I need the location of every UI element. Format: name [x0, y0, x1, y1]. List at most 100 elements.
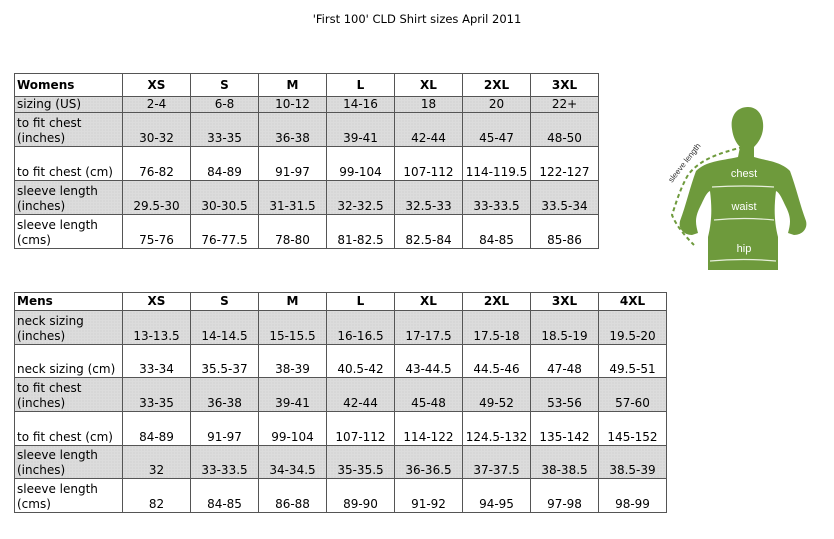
size-value: 29.5-30: [122, 180, 191, 215]
mens-size-table: Mens XS S M L XL 2XL 3XL 4XL neck sizing (inches)…: [14, 292, 667, 514]
size-value: 30-30.5: [190, 180, 259, 215]
size-value: 18.5-19: [530, 310, 599, 345]
size-header: XS: [122, 73, 191, 97]
size-value: 84-85: [190, 478, 259, 514]
header-row: Mens XS S M L XL 2XL 3XL 4XL: [14, 292, 667, 311]
size-header: 3XL: [530, 292, 599, 311]
table-row: sleeve length (inches) 29.5-30 30-30.5 31-3…: [14, 180, 599, 215]
size-header: XS: [122, 292, 191, 311]
size-value: 76-77.5: [190, 214, 259, 249]
table-row: sleeve length (cms) 75-76 76-77.5 78-80 81-8…: [14, 214, 599, 249]
size-value: 84-85: [462, 214, 531, 249]
size-header: 2XL: [462, 73, 531, 97]
size-header: M: [258, 73, 327, 97]
size-value: 45-48: [394, 377, 463, 413]
waist-label: waist: [730, 201, 756, 213]
size-header: S: [190, 292, 259, 311]
size-value: 82.5-84: [394, 214, 463, 249]
size-value: 18: [394, 96, 463, 113]
size-value: 91-97: [258, 146, 327, 181]
size-value: 122-127: [530, 146, 599, 181]
size-value: 10-12: [258, 96, 327, 113]
size-value: 75-76: [122, 214, 191, 249]
page-title: 'First 100' CLD Shirt sizes April 2011: [312, 12, 522, 26]
size-value: 35-35.5: [326, 444, 395, 480]
size-value: 38.5-39: [598, 444, 667, 480]
size-value: 42-44: [326, 377, 395, 413]
table-row: sleeve length (inches) 32 33-33.5 34-34.5 35…: [14, 444, 667, 480]
size-value: 44.5-46: [462, 343, 531, 379]
size-value: 33-34: [122, 343, 191, 379]
sleeve-length-line: [670, 146, 744, 246]
table-label-header: Mens: [14, 292, 123, 311]
row-label: to fit chest (cm): [14, 411, 123, 446]
size-value: 36-36.5: [394, 444, 463, 480]
size-value: 76-82: [122, 146, 191, 181]
table-row: to fit chest (cm) 76-82 84-89 91-97 99-104 10…: [14, 146, 599, 181]
size-value: 15-15.5: [258, 310, 327, 345]
size-value: 33.5-34: [530, 180, 599, 215]
size-value: 38-38.5: [530, 444, 599, 480]
chest-label: chest: [731, 168, 757, 180]
size-value: 114-119.5: [462, 146, 531, 181]
size-value: 81-82.5: [326, 214, 395, 249]
hip-label: hip: [737, 243, 752, 255]
size-value: 33-33.5: [462, 180, 531, 215]
size-value: 49-52: [462, 377, 531, 413]
row-label: sleeve length (inches): [14, 180, 123, 215]
womens-size-table: Womens XS S M L XL 2XL 3XL sizing (US) 2-4 6-8 10-1…: [14, 73, 599, 249]
size-value: 33-33.5: [190, 444, 259, 480]
size-header: L: [326, 292, 395, 311]
size-value: 48-50: [530, 112, 599, 147]
row-label: sizing (US): [14, 96, 123, 113]
size-value: 82: [122, 478, 191, 514]
size-value: 32.5-33: [394, 180, 463, 215]
size-value: 99-104: [326, 146, 395, 181]
row-label: to fit chest (inches): [14, 112, 123, 147]
row-label: sleeve length (inches): [14, 444, 123, 480]
size-header: L: [326, 73, 395, 97]
table-row: sleeve length (cms) 82 84-85 86-88 89-90 91-9…: [14, 478, 667, 514]
size-value: 114-122: [394, 411, 463, 446]
size-value: 42-44: [394, 112, 463, 147]
size-value: 34-34.5: [258, 444, 327, 480]
size-value: 22+: [530, 96, 599, 113]
size-header: M: [258, 292, 327, 311]
size-value: 85-86: [530, 214, 599, 249]
size-value: 19.5-20: [598, 310, 667, 345]
body-measurement-figure: sleeve length chest waist hip: [666, 107, 807, 270]
table-row: sizing (US) 2-4 6-8 10-12 14-16 18 20 22+: [14, 96, 599, 113]
size-value: 107-112: [394, 146, 463, 181]
size-value: 91-97: [190, 411, 259, 446]
table-row: neck sizing (cm) 33-34 35.5-37 38-39 40.5-42…: [14, 343, 667, 379]
size-value: 32-32.5: [326, 180, 395, 215]
row-label: neck sizing (inches): [14, 310, 123, 345]
size-value: 16-16.5: [326, 310, 395, 345]
size-value: 31-31.5: [258, 180, 327, 215]
size-value: 53-56: [530, 377, 599, 413]
size-value: 124.5-132: [462, 411, 531, 446]
size-value: 20: [462, 96, 531, 113]
row-label: to fit chest (cm): [14, 146, 123, 181]
size-value: 84-89: [122, 411, 191, 446]
size-value: 43-44.5: [394, 343, 463, 379]
size-value: 36-38: [258, 112, 327, 147]
size-value: 33-35: [190, 112, 259, 147]
size-header: S: [190, 73, 259, 97]
table-row: neck sizing (inches) 13-13.5 14-14.5 15-15.…: [14, 310, 667, 345]
size-value: 35.5-37: [190, 343, 259, 379]
size-value: 39-41: [258, 377, 327, 413]
size-value: 33-35: [122, 377, 191, 413]
table-label-header: Womens: [14, 73, 123, 97]
table-row: to fit chest (inches) 33-35 36-38 39-41 42-4…: [14, 377, 667, 413]
size-header: 4XL: [598, 292, 667, 311]
body-silhouette: [679, 107, 807, 270]
size-value: 2-4: [122, 96, 191, 113]
row-label: to fit chest (inches): [14, 377, 123, 413]
size-value: 145-152: [598, 411, 667, 446]
size-value: 49.5-51: [598, 343, 667, 379]
size-value: 45-47: [462, 112, 531, 147]
size-header: XL: [394, 73, 463, 97]
row-label: neck sizing (cm): [14, 343, 123, 379]
size-value: 91-92: [394, 478, 463, 514]
